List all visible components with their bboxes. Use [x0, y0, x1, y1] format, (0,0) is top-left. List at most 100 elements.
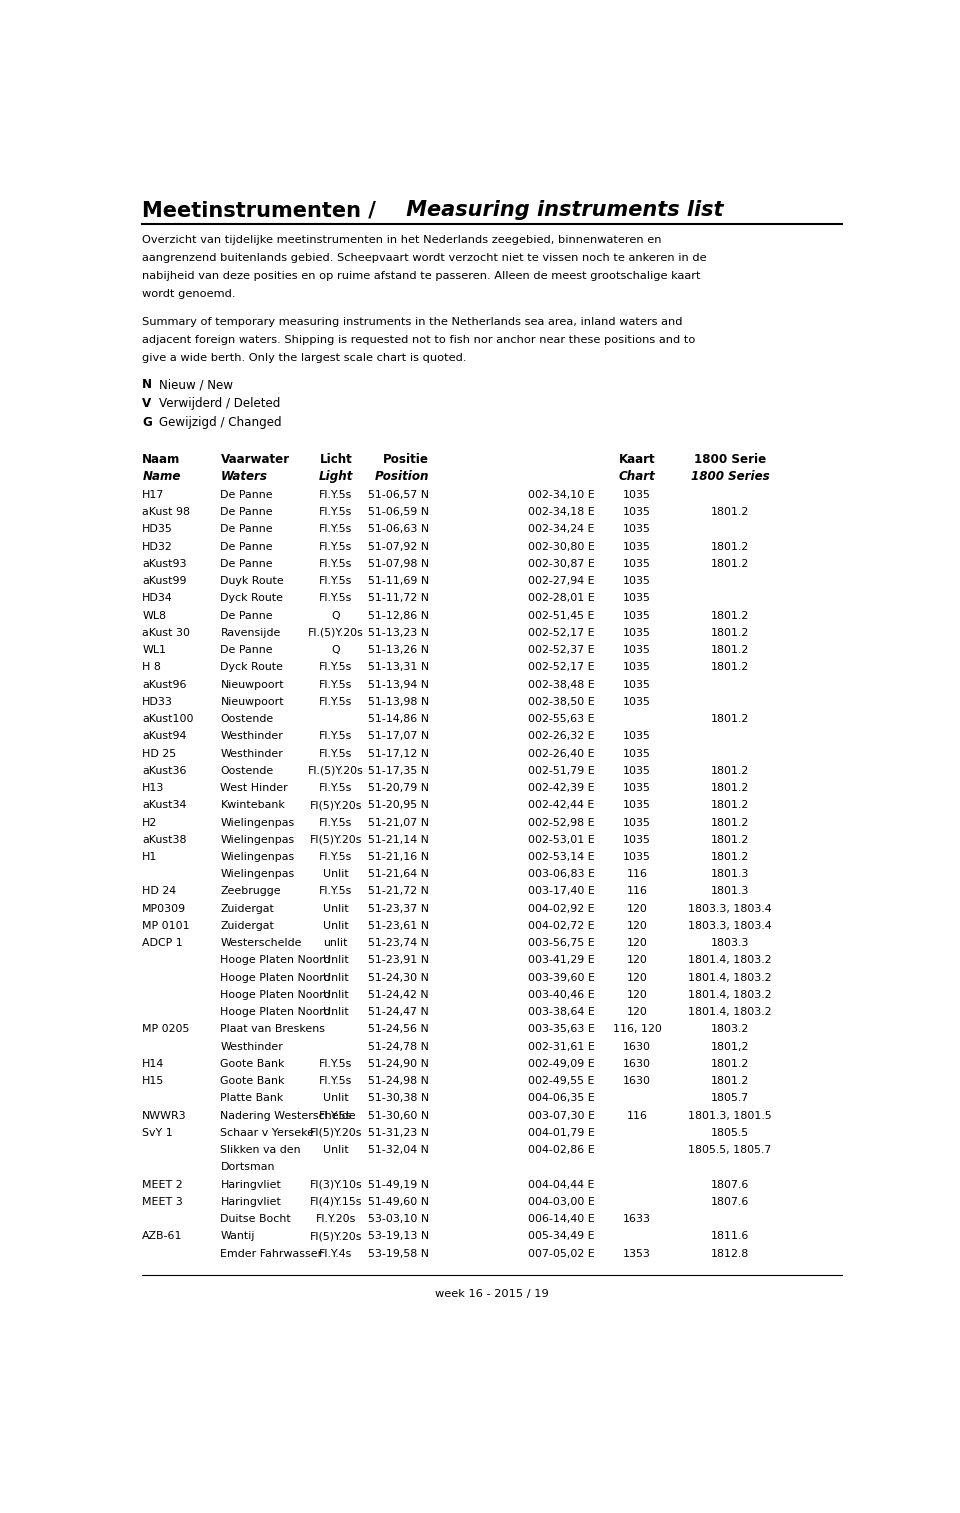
Text: 1801.2: 1801.2	[711, 645, 749, 655]
Text: Fl.Y.5s: Fl.Y.5s	[319, 558, 352, 569]
Text: HD35: HD35	[142, 525, 173, 534]
Text: aKust99: aKust99	[142, 576, 187, 586]
Text: HD 24: HD 24	[142, 887, 177, 897]
Text: 002-38,48 E: 002-38,48 E	[528, 679, 594, 690]
Text: wordt genoemd.: wordt genoemd.	[142, 289, 236, 300]
Text: 1353: 1353	[623, 1248, 651, 1259]
Text: 1801.4, 1803.2: 1801.4, 1803.2	[688, 955, 772, 965]
Text: 002-38,50 E: 002-38,50 E	[528, 697, 594, 707]
Text: Fl.Y.5s: Fl.Y.5s	[319, 887, 352, 897]
Text: De Panne: De Panne	[221, 645, 273, 655]
Text: aKust 30: aKust 30	[142, 628, 190, 638]
Text: aKust93: aKust93	[142, 558, 187, 569]
Text: Fl(4)Y.15s: Fl(4)Y.15s	[309, 1197, 362, 1207]
Text: HD34: HD34	[142, 593, 173, 604]
Text: 1807.6: 1807.6	[711, 1197, 749, 1207]
Text: Meetinstrumenten /: Meetinstrumenten /	[142, 200, 376, 221]
Text: 1035: 1035	[623, 679, 651, 690]
Text: aangrenzend buitenlands gebied. Scheepvaart wordt verzocht niet te vissen noch t: aangrenzend buitenlands gebied. Scheepva…	[142, 253, 707, 263]
Text: 002-51,45 E: 002-51,45 E	[528, 611, 594, 620]
Text: Oostende: Oostende	[221, 766, 274, 776]
Text: Name: Name	[142, 471, 180, 483]
Text: 1801.3: 1801.3	[711, 887, 749, 897]
Text: 120: 120	[627, 903, 647, 914]
Text: Unlit: Unlit	[323, 1145, 348, 1154]
Text: 002-34,24 E: 002-34,24 E	[528, 525, 594, 534]
Text: Q: Q	[331, 611, 340, 620]
Text: 1035: 1035	[623, 593, 651, 604]
Text: Emder Fahrwasser: Emder Fahrwasser	[221, 1248, 323, 1259]
Text: 002-42,39 E: 002-42,39 E	[528, 784, 594, 793]
Text: Light: Light	[319, 471, 353, 483]
Text: 51-20,79 N: 51-20,79 N	[368, 784, 429, 793]
Text: H14: H14	[142, 1059, 164, 1068]
Text: 1035: 1035	[623, 697, 651, 707]
Text: De Panne: De Panne	[221, 558, 273, 569]
Text: Hooge Platen Noord: Hooge Platen Noord	[221, 973, 331, 982]
Text: 51-31,23 N: 51-31,23 N	[368, 1127, 429, 1138]
Text: Wielingenpas: Wielingenpas	[221, 835, 295, 844]
Text: 51-21,14 N: 51-21,14 N	[368, 835, 429, 844]
Text: Fl.Y.5s: Fl.Y.5s	[319, 490, 352, 499]
Text: Westerschelde: Westerschelde	[221, 938, 302, 949]
Text: 120: 120	[627, 921, 647, 930]
Text: Unlit: Unlit	[323, 990, 348, 1000]
Text: 51-17,35 N: 51-17,35 N	[368, 766, 429, 776]
Text: Nieuwpoort: Nieuwpoort	[221, 679, 284, 690]
Text: give a wide berth. Only the largest scale chart is quoted.: give a wide berth. Only the largest scal…	[142, 354, 467, 363]
Text: Platte Bank: Platte Bank	[221, 1094, 284, 1103]
Text: Measuring instruments list: Measuring instruments list	[399, 200, 724, 221]
Text: 51-21,16 N: 51-21,16 N	[368, 852, 429, 862]
Text: 1801.3, 1801.5: 1801.3, 1801.5	[688, 1111, 772, 1121]
Text: 002-30,80 E: 002-30,80 E	[528, 542, 594, 552]
Text: H 8: H 8	[142, 663, 161, 672]
Text: Zuidergat: Zuidergat	[221, 903, 275, 914]
Text: 1803.3, 1803.4: 1803.3, 1803.4	[688, 903, 772, 914]
Text: 002-34,10 E: 002-34,10 E	[528, 490, 594, 499]
Text: Zuidergat: Zuidergat	[221, 921, 275, 930]
Text: 1801.2: 1801.2	[711, 1059, 749, 1068]
Text: 003-40,46 E: 003-40,46 E	[528, 990, 594, 1000]
Text: 51-30,38 N: 51-30,38 N	[368, 1094, 429, 1103]
Text: 003-39,60 E: 003-39,60 E	[528, 973, 594, 982]
Text: 1801.3: 1801.3	[711, 870, 749, 879]
Text: Unlit: Unlit	[323, 870, 348, 879]
Text: MEET 2: MEET 2	[142, 1180, 183, 1189]
Text: 1801.2: 1801.2	[711, 542, 749, 552]
Text: 1630: 1630	[623, 1076, 651, 1086]
Text: 51-24,98 N: 51-24,98 N	[368, 1076, 429, 1086]
Text: 51-24,56 N: 51-24,56 N	[368, 1024, 429, 1035]
Text: 53-19,58 N: 53-19,58 N	[368, 1248, 429, 1259]
Text: 51-20,95 N: 51-20,95 N	[368, 800, 429, 811]
Text: H1: H1	[142, 852, 157, 862]
Text: Wielingenpas: Wielingenpas	[221, 852, 295, 862]
Text: aKust100: aKust100	[142, 714, 194, 725]
Text: Unlit: Unlit	[323, 903, 348, 914]
Text: 1035: 1035	[623, 628, 651, 638]
Text: 002-28,01 E: 002-28,01 E	[528, 593, 594, 604]
Text: 1801.4, 1803.2: 1801.4, 1803.2	[688, 1008, 772, 1017]
Text: 1801.2: 1801.2	[711, 628, 749, 638]
Text: aKust94: aKust94	[142, 731, 186, 741]
Text: Hooge Platen Noord: Hooge Platen Noord	[221, 990, 331, 1000]
Text: Fl.Y.20s: Fl.Y.20s	[316, 1213, 356, 1224]
Text: 120: 120	[627, 990, 647, 1000]
Text: 116, 120: 116, 120	[612, 1024, 661, 1035]
Text: Fl.Y.5s: Fl.Y.5s	[319, 817, 352, 828]
Text: 53-19,13 N: 53-19,13 N	[368, 1232, 429, 1241]
Text: Goote Bank: Goote Bank	[221, 1076, 285, 1086]
Text: Q: Q	[331, 645, 340, 655]
Text: Nieuwpoort: Nieuwpoort	[221, 697, 284, 707]
Text: H17: H17	[142, 490, 165, 499]
Text: 1035: 1035	[623, 766, 651, 776]
Text: nabijheid van deze posities en op ruime afstand te passeren. Alleen de meest gro: nabijheid van deze posities en op ruime …	[142, 271, 701, 281]
Text: 1801.4, 1803.2: 1801.4, 1803.2	[688, 990, 772, 1000]
Text: 51-13,31 N: 51-13,31 N	[368, 663, 429, 672]
Text: HD 25: HD 25	[142, 749, 177, 758]
Text: 003-07,30 E: 003-07,30 E	[528, 1111, 594, 1121]
Text: aKust36: aKust36	[142, 766, 187, 776]
Text: Plaat van Breskens: Plaat van Breskens	[221, 1024, 325, 1035]
Text: Verwijderd / Deleted: Verwijderd / Deleted	[158, 398, 280, 410]
Text: 1801.2: 1801.2	[711, 784, 749, 793]
Text: HD33: HD33	[142, 697, 173, 707]
